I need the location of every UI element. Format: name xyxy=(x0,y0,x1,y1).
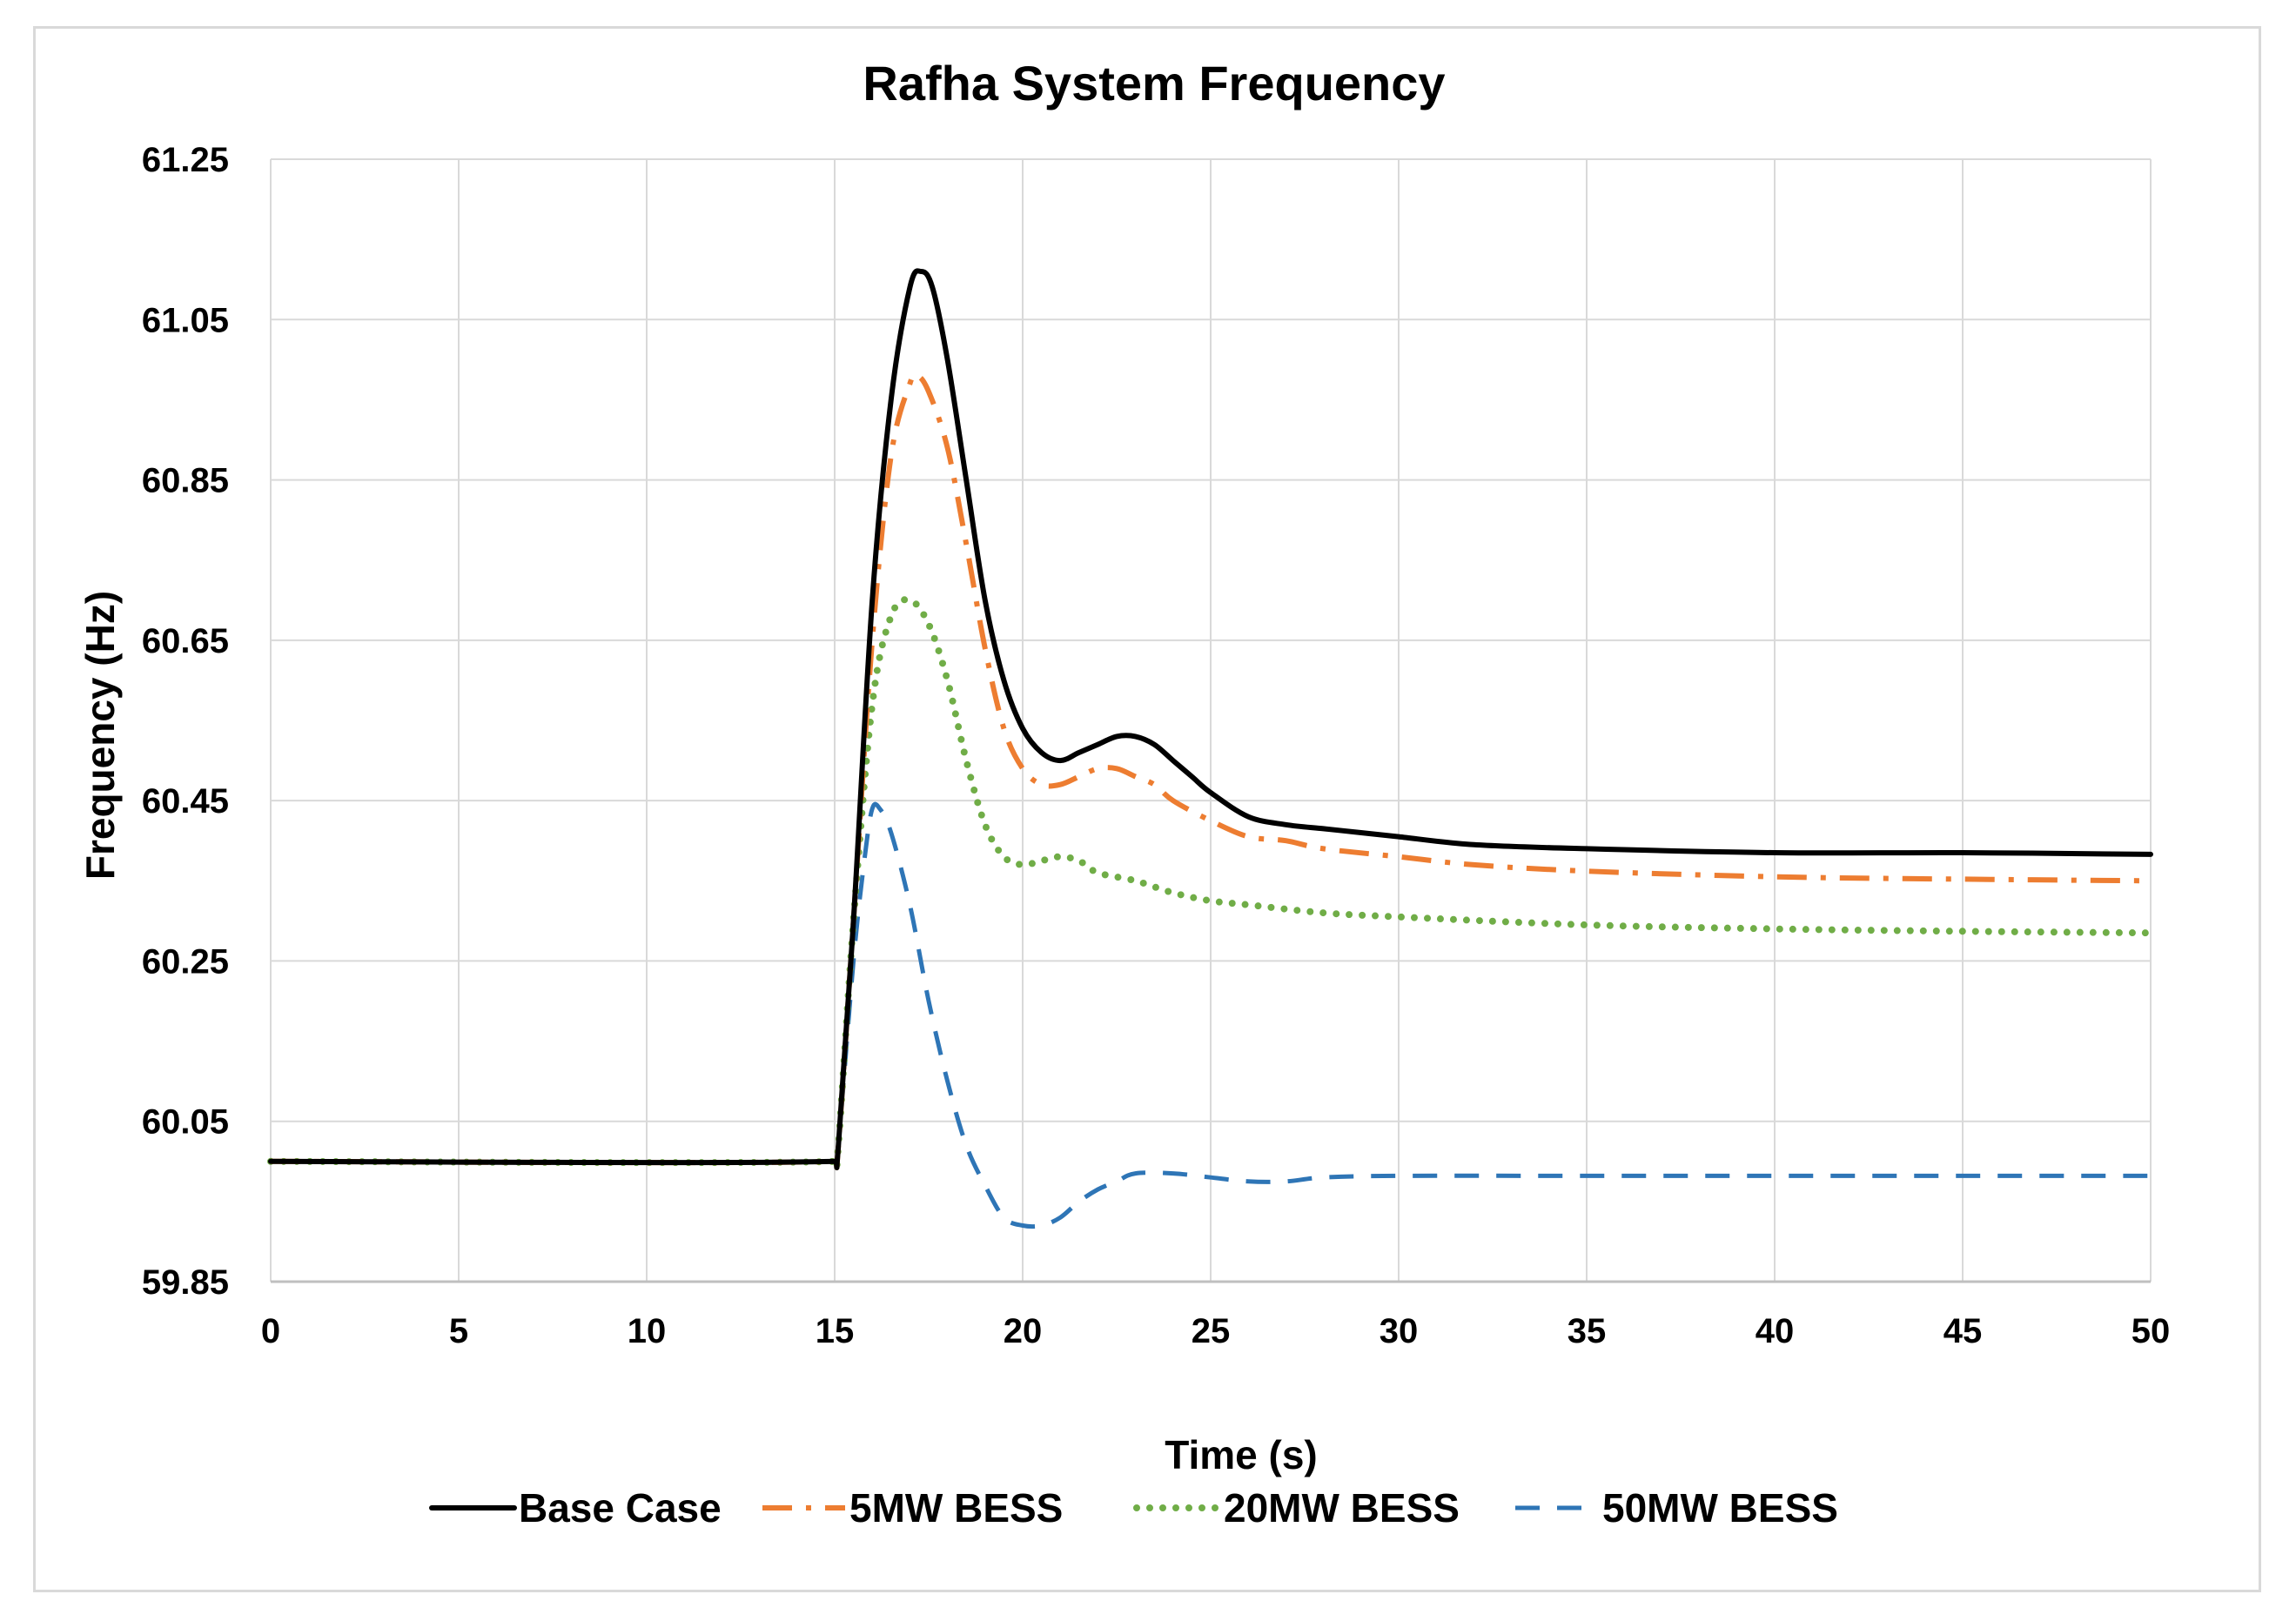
x-tick-label: 50 xyxy=(2132,1312,2171,1350)
y-tick-label: 61.25 xyxy=(142,141,229,179)
y-axis-title: Frequency (Hz) xyxy=(77,591,123,880)
x-tick-label: 35 xyxy=(1568,1312,1607,1350)
series-layer xyxy=(267,268,2154,1229)
x-tick-label: 25 xyxy=(1192,1312,1231,1350)
series-line-base-case xyxy=(268,268,2153,1170)
series-line-50mw-bess xyxy=(270,801,2151,1229)
y-tick-label: 60.85 xyxy=(142,462,229,500)
y-tick-label: 60.45 xyxy=(142,782,229,821)
legend-label-50mw-bess: 50MW BESS xyxy=(1602,1485,1838,1531)
legend-label-20mw-bess: 20MW BESS xyxy=(1224,1485,1460,1531)
legend-label-base-case: Base Case xyxy=(519,1485,722,1531)
x-tick-label: 10 xyxy=(628,1312,667,1350)
chart-frame: Rafha System Frequency 0 5 10 15 20 25 30 35 40 4… xyxy=(33,26,2261,1592)
y-tick-label: 60.05 xyxy=(142,1103,229,1142)
x-tick-label: 15 xyxy=(816,1312,855,1350)
series-line-5mw-bess xyxy=(270,372,2152,1170)
legend-label-5mw-bess: 5MW BESS xyxy=(849,1485,1063,1531)
chart-title: Rafha System Frequency xyxy=(863,56,1445,111)
y-tick-label: 60.65 xyxy=(142,622,229,660)
x-tick-label: 0 xyxy=(261,1312,280,1350)
y-tick-labels: 59.85 60.05 60.25 60.45 60.65 60.85 61.05 61.25 xyxy=(142,141,229,1302)
x-tick-labels: 0 5 10 15 20 25 30 35 40 45 50 xyxy=(261,1312,2170,1350)
x-axis-title: Time (s) xyxy=(1165,1432,1318,1477)
y-tick-label: 59.85 xyxy=(142,1263,229,1302)
x-tick-label: 20 xyxy=(1004,1312,1043,1350)
x-tick-label: 30 xyxy=(1380,1312,1419,1350)
x-tick-label: 45 xyxy=(1944,1312,1983,1350)
chart: Rafha System Frequency 0 5 10 15 20 25 30 35 40 4… xyxy=(77,56,2170,1531)
grid xyxy=(270,158,2152,1283)
x-tick-label: 40 xyxy=(1756,1312,1795,1350)
y-tick-label: 61.05 xyxy=(142,301,229,339)
series-line-20mw-bess xyxy=(267,596,2154,1171)
y-tick-label: 60.25 xyxy=(142,942,229,981)
legend: Base Case 5MW BESS 20MW BESS 50MW BESS xyxy=(429,1485,1838,1531)
x-tick-label: 5 xyxy=(449,1312,468,1350)
